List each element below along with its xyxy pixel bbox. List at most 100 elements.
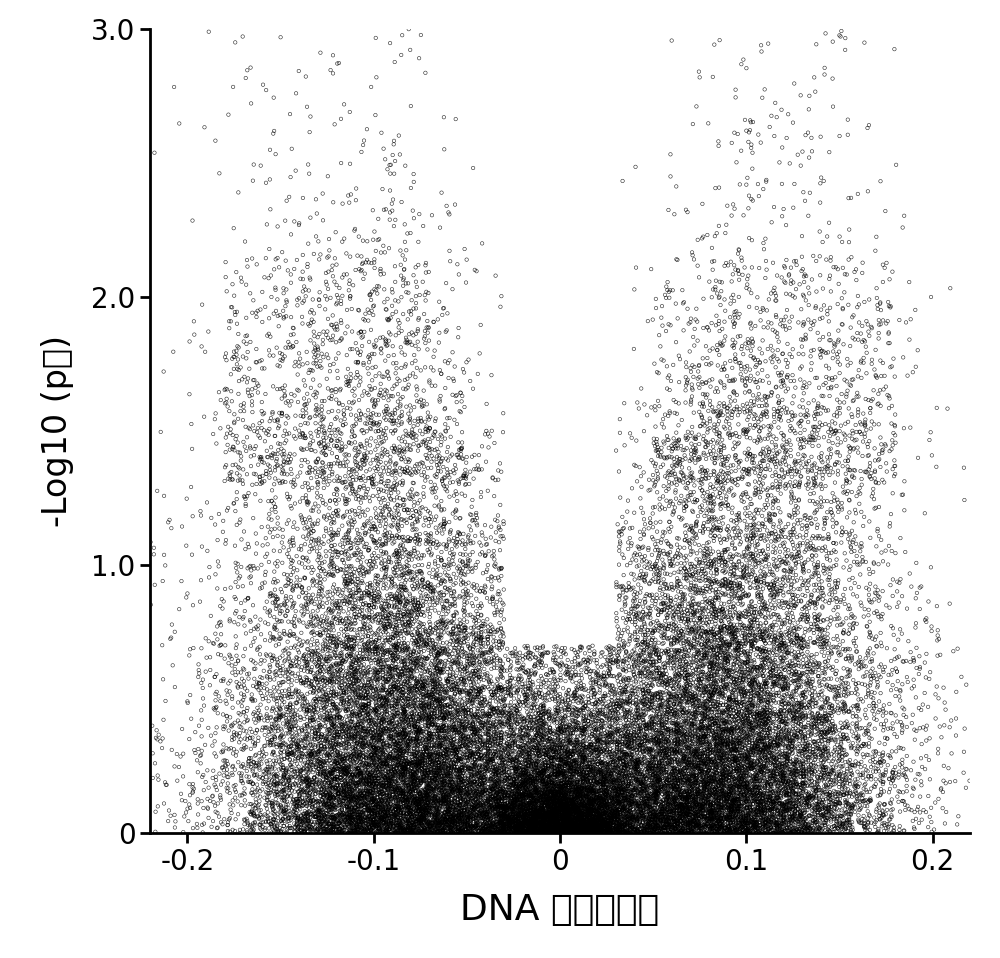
Point xyxy=(353,688,369,703)
Point xyxy=(323,628,339,644)
Point xyxy=(650,672,666,687)
Point xyxy=(626,821,642,836)
Point xyxy=(742,650,758,665)
Point xyxy=(333,696,349,711)
Point xyxy=(550,784,566,799)
Point xyxy=(355,504,371,519)
Point xyxy=(468,719,484,735)
Point xyxy=(653,818,669,833)
Point xyxy=(495,818,511,833)
Point xyxy=(382,717,398,732)
Point xyxy=(631,818,647,833)
Point xyxy=(379,526,395,541)
Point xyxy=(648,291,664,307)
Point xyxy=(518,810,534,826)
Point xyxy=(478,656,494,672)
Point xyxy=(361,821,377,836)
Point xyxy=(490,793,506,809)
Point xyxy=(440,774,456,789)
Point xyxy=(544,786,560,801)
Point xyxy=(702,786,718,801)
Point xyxy=(830,296,846,311)
Point xyxy=(308,355,324,371)
Point xyxy=(451,696,467,712)
Point xyxy=(402,724,418,740)
Point xyxy=(453,803,469,818)
Point xyxy=(495,749,511,764)
Point xyxy=(756,734,772,749)
Point xyxy=(777,570,793,585)
Point xyxy=(756,820,772,835)
Point xyxy=(390,818,406,833)
Point xyxy=(546,743,562,759)
Point xyxy=(434,810,450,825)
Point xyxy=(869,679,885,695)
Point xyxy=(336,784,352,799)
Point xyxy=(482,803,498,818)
Point xyxy=(714,546,730,561)
Point xyxy=(728,822,744,837)
Point xyxy=(529,757,545,772)
Point xyxy=(650,765,666,781)
Point xyxy=(532,822,548,837)
Point xyxy=(812,606,828,622)
Point xyxy=(377,797,393,812)
Point xyxy=(693,797,709,812)
Point xyxy=(666,648,682,663)
Point xyxy=(740,822,756,837)
Point xyxy=(582,738,598,753)
Point xyxy=(492,735,508,750)
Point xyxy=(338,736,354,751)
Point xyxy=(584,778,600,793)
Point xyxy=(404,780,420,795)
Point xyxy=(647,791,663,807)
Point xyxy=(706,810,722,825)
Point xyxy=(622,705,638,720)
Point xyxy=(431,793,447,809)
Point xyxy=(540,685,556,700)
Point xyxy=(262,759,278,774)
Point xyxy=(524,825,540,840)
Point xyxy=(712,582,728,597)
Point xyxy=(547,690,563,705)
Point xyxy=(497,798,513,813)
Point xyxy=(715,640,731,655)
Point xyxy=(667,782,683,797)
Point xyxy=(587,797,603,812)
Point xyxy=(519,824,535,839)
Point xyxy=(381,731,397,746)
Point xyxy=(779,671,795,686)
Point xyxy=(437,814,453,830)
Point xyxy=(764,657,780,673)
Point xyxy=(756,546,772,561)
Point xyxy=(300,779,316,794)
Point xyxy=(377,670,393,685)
Point xyxy=(587,791,603,807)
Point xyxy=(353,716,369,731)
Point xyxy=(485,809,501,824)
Point xyxy=(401,782,417,797)
Point xyxy=(505,822,521,837)
Point xyxy=(528,753,544,768)
Point xyxy=(839,787,855,802)
Point xyxy=(355,731,371,746)
Point xyxy=(851,485,867,500)
Point xyxy=(363,775,379,790)
Point xyxy=(713,751,729,766)
Point xyxy=(288,795,304,810)
Point xyxy=(736,753,752,768)
Point xyxy=(713,748,729,764)
Point xyxy=(403,782,419,797)
Point xyxy=(512,755,528,770)
Point xyxy=(317,795,333,810)
Point xyxy=(292,578,308,593)
Point xyxy=(711,813,727,829)
Point xyxy=(720,819,736,834)
Point xyxy=(290,354,306,370)
Point xyxy=(389,750,405,765)
Point xyxy=(549,809,565,824)
Point xyxy=(476,799,492,814)
Point xyxy=(818,543,834,559)
Point xyxy=(637,627,653,643)
Point xyxy=(698,725,714,741)
